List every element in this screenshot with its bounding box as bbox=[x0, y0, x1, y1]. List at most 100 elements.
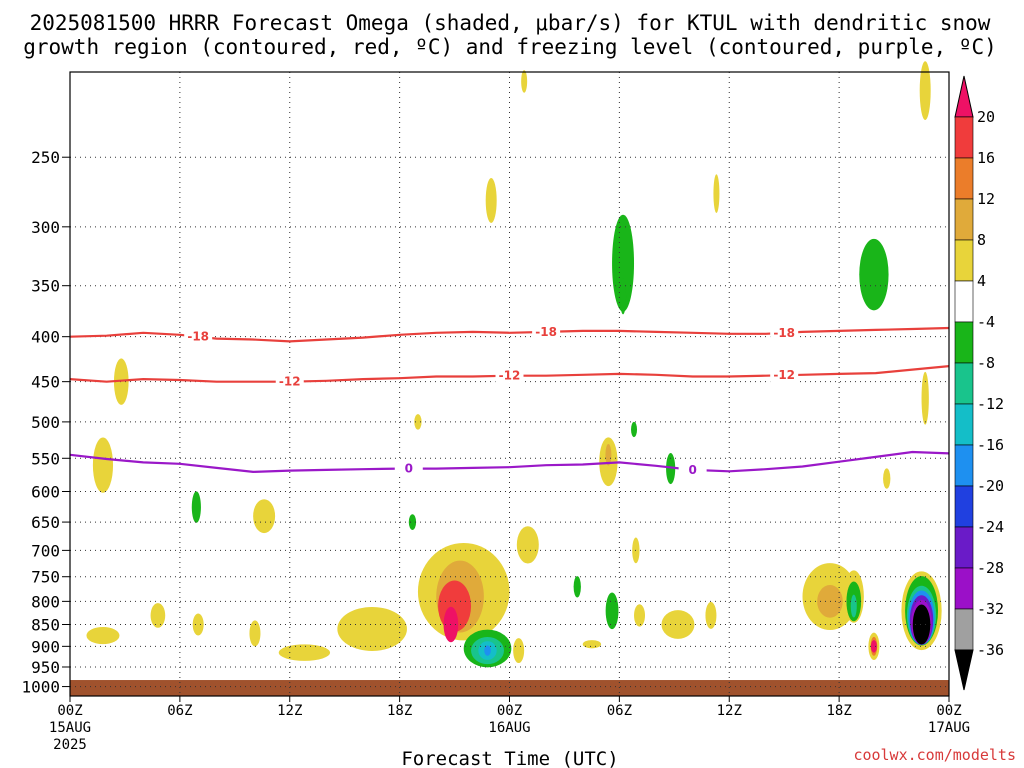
chart-title-line-1: 2025081500 HRRR Forecast Omega (shaded, … bbox=[30, 11, 991, 35]
omega-region-25 bbox=[582, 640, 602, 649]
colorbar: 20 16 12 8 4 -4 -8 -12 -16 -20 -24 -28 -32 -36 bbox=[954, 75, 1004, 691]
contour-label-0-0: -18 bbox=[187, 330, 209, 344]
contour-label-bg-2-1 bbox=[678, 461, 707, 478]
x-tick-label-5: 06Z bbox=[607, 703, 632, 719]
y-tick-label-400: 400 bbox=[31, 328, 60, 347]
contour-label-bg-0-2 bbox=[770, 324, 799, 341]
omega-region-20 bbox=[513, 638, 525, 664]
omega-region-3 bbox=[150, 603, 166, 628]
omega-region-37 bbox=[713, 174, 720, 213]
contour-label-1-1: -12 bbox=[499, 369, 521, 383]
omega-region-34 bbox=[661, 610, 695, 639]
contour-label-1-2: -12 bbox=[773, 368, 795, 382]
omega-region-10 bbox=[408, 514, 417, 530]
x-tick-label-4: 00Z bbox=[497, 703, 522, 719]
chart-title-line-2: growth region (contoured, red, ºC) and f… bbox=[23, 35, 997, 59]
y-tick-label-450: 450 bbox=[31, 373, 60, 392]
contour-label-2-0: 0 bbox=[405, 462, 413, 476]
contour-label-bg-0-1 bbox=[532, 323, 561, 340]
y-tick-label-250: 250 bbox=[31, 148, 60, 167]
y-tick-label-800: 800 bbox=[31, 592, 60, 611]
contour-label-bg-0-0 bbox=[184, 328, 213, 345]
y-tick-label-350: 350 bbox=[31, 277, 60, 296]
contour-label-bg-1-1 bbox=[495, 367, 524, 384]
contour-label-bg-2-0 bbox=[394, 460, 423, 477]
y-tick-label-700: 700 bbox=[31, 541, 60, 560]
colorbar-label-3: 8 bbox=[977, 231, 986, 249]
omega-region-6 bbox=[249, 620, 261, 647]
y-tick-label-650: 650 bbox=[31, 513, 60, 532]
y-tick-label-500: 500 bbox=[31, 413, 60, 432]
contour-line-2 bbox=[69, 450, 950, 474]
y-tick-label-900: 900 bbox=[31, 637, 60, 656]
omega-region-7 bbox=[253, 499, 276, 534]
omega-region-21 bbox=[414, 414, 422, 430]
y-tick-label-550: 550 bbox=[31, 449, 60, 468]
x-axis-label: Forecast Time (UTC) bbox=[401, 748, 618, 768]
y-tick-label-1000: 1000 bbox=[21, 678, 60, 697]
colorbar-label-8: -16 bbox=[977, 436, 1004, 454]
contour-line-0 bbox=[69, 326, 950, 343]
y-tick-label-950: 950 bbox=[31, 658, 60, 677]
contour-label-bg-1-0 bbox=[275, 373, 304, 390]
x-tick-date-4: 16AUG bbox=[488, 720, 530, 736]
colorbar-swatch-2 bbox=[954, 198, 974, 241]
omega-region-47 bbox=[870, 640, 877, 653]
colorbar-label-2: 12 bbox=[977, 190, 995, 208]
colorbar-label-4: 4 bbox=[977, 272, 986, 290]
x-tick-label-8: 00Z bbox=[936, 703, 961, 719]
omega-region-44 bbox=[850, 594, 857, 618]
plot-area: -18 -18 -18 -12 -12 -12 0 0 bbox=[69, 61, 950, 697]
colorbar-label-0: 20 bbox=[977, 108, 995, 126]
colorbar-label-13: -36 bbox=[977, 641, 1004, 659]
colorbar-swatch-10 bbox=[954, 526, 974, 569]
colorbar-label-6: -8 bbox=[977, 354, 995, 372]
omega-region-54 bbox=[912, 604, 931, 645]
y-tick-label-300: 300 bbox=[31, 218, 60, 237]
colorbar-swatch-5 bbox=[954, 321, 974, 364]
omega-region-9 bbox=[337, 606, 407, 651]
watermark: coolwx.com/modelts bbox=[853, 746, 1016, 764]
omega-shading bbox=[86, 61, 942, 668]
omega-region-4 bbox=[191, 491, 201, 523]
colorbar-bottom-arrow bbox=[954, 649, 974, 691]
x-tick-label-6: 12Z bbox=[717, 703, 742, 719]
omega-region-8 bbox=[278, 644, 331, 661]
y-tick-label-750: 750 bbox=[31, 568, 60, 587]
omega-region-5 bbox=[192, 613, 204, 636]
y-axis-pressure: 250 300 350 400 450 500 550 600 650 700 750 800 850 9… bbox=[21, 148, 70, 697]
contour-label-bg-1-2 bbox=[770, 367, 799, 384]
x-tick-label-0: 00Z bbox=[57, 703, 82, 719]
colorbar-swatch-12 bbox=[954, 608, 974, 651]
colorbar-label-7: -12 bbox=[977, 395, 1004, 413]
omega-region-40 bbox=[883, 468, 891, 489]
omega-region-35 bbox=[666, 453, 676, 485]
colorbar-top-arrow bbox=[954, 75, 974, 118]
temperature-contours: -18 -18 -18 -12 -12 -12 0 0 bbox=[69, 323, 950, 478]
omega-region-31 bbox=[631, 421, 638, 438]
colorbar-swatch-8 bbox=[954, 444, 974, 487]
omega-region-30 bbox=[605, 592, 619, 630]
omega-region-33 bbox=[634, 604, 646, 627]
colorbar-swatch-4 bbox=[954, 280, 974, 323]
colorbar-swatch-7 bbox=[954, 403, 974, 446]
x-tick-label-7: 18Z bbox=[826, 703, 851, 719]
x-tick-year-0: 2025 bbox=[53, 737, 87, 753]
omega-region-55 bbox=[919, 61, 931, 120]
contour-label-0-1: -18 bbox=[535, 325, 557, 339]
omega-region-18 bbox=[484, 645, 491, 656]
omega-region-56 bbox=[921, 371, 929, 425]
colorbar-label-11: -28 bbox=[977, 559, 1004, 577]
colorbar-swatch-11 bbox=[954, 567, 974, 610]
contour-label-1-0: -12 bbox=[279, 375, 301, 389]
colorbar-swatch-9 bbox=[954, 485, 974, 528]
omega-region-19 bbox=[516, 526, 539, 564]
omega-region-26 bbox=[612, 214, 635, 312]
contour-label-0-2: -18 bbox=[773, 326, 795, 340]
colorbar-swatch-6 bbox=[954, 362, 974, 405]
omega-region-2 bbox=[86, 627, 120, 645]
y-tick-label-600: 600 bbox=[31, 483, 60, 502]
colorbar-label-5: -4 bbox=[977, 313, 995, 331]
